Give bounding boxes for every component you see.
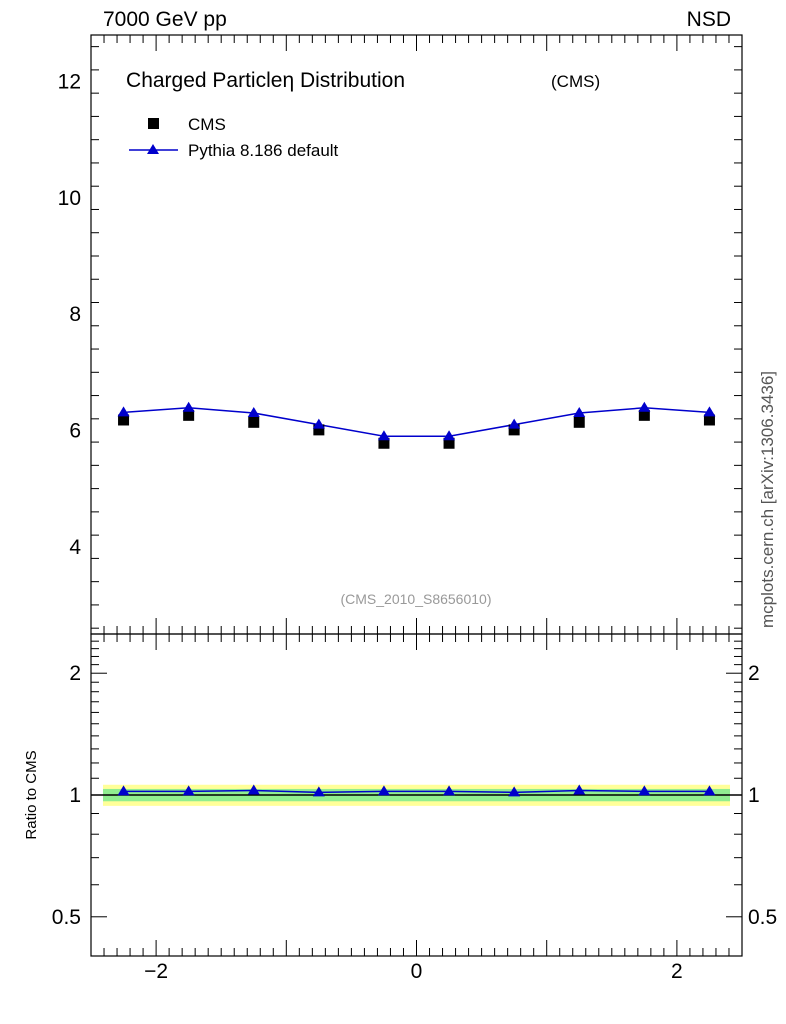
cms-data-point [313, 424, 325, 436]
cms-data-point [508, 424, 520, 436]
pythia-series-line [123, 407, 710, 438]
ratio-series-line [123, 789, 710, 794]
pythia-data-point [182, 401, 195, 412]
x-tick-label: 0 [411, 960, 423, 983]
pythia-data-point [573, 407, 586, 418]
cms-data-point [378, 437, 390, 449]
cms-data-point [118, 414, 130, 426]
cms-data-point [443, 437, 455, 449]
ratio-y-tick-label-right: 2 [748, 662, 760, 685]
ratio-data-point [377, 785, 390, 796]
pythia-data-point [443, 430, 456, 441]
ratio-data-point [247, 784, 260, 795]
y-tick-label: 6 [69, 419, 81, 442]
ratio-y-tick-label: 1 [69, 784, 81, 807]
ratio-data-point [573, 784, 586, 795]
y-tick-label: 8 [69, 303, 81, 326]
ratio-data-point [443, 785, 456, 796]
ratio-y-axis-label: Ratio to CMS [23, 750, 40, 839]
cms-data-point [248, 416, 260, 428]
ratio-y-tick-label-right: 0.5 [748, 906, 777, 929]
cms-data-point [703, 414, 715, 426]
cms-data-point [183, 409, 195, 421]
pythia-data-point [638, 401, 651, 412]
ratio-data-point [117, 785, 130, 796]
pythia-data-point [312, 418, 325, 429]
analysis-tag: (CMS_2010_S8656010) [341, 591, 492, 607]
cms-data-point [573, 416, 585, 428]
ratio-y-tick-label-right: 1 [748, 784, 760, 807]
legend-marker-cms [148, 118, 159, 129]
y-tick-label: 12 [58, 71, 81, 94]
cms-data-point [638, 409, 650, 421]
y-tick-label: 10 [58, 187, 81, 210]
chart-title: Charged Particleη Distribution [126, 69, 405, 92]
pythia-data-point [508, 418, 521, 429]
ratio-y-tick-label: 0.5 [52, 906, 81, 929]
collision-label: 7000 GeV pp [103, 8, 227, 31]
x-tick-label: −2 [144, 960, 168, 983]
legend-marker-pythia [147, 144, 159, 154]
ratio-y-tick-label: 2 [69, 662, 81, 685]
x-tick-label: 2 [671, 960, 683, 983]
pythia-data-point [703, 406, 716, 417]
ratio-data-point [182, 785, 195, 796]
pythia-data-point [377, 430, 390, 441]
chart-title-suffix: (CMS) [551, 72, 600, 91]
ratio-data-point [638, 785, 651, 796]
ratio-data-point [703, 785, 716, 796]
legend-label-cms: CMS [188, 115, 226, 134]
y-tick-label: 4 [69, 536, 81, 559]
pythia-data-point [117, 406, 130, 417]
ratio-data-point [312, 786, 325, 797]
process-label: NSD [686, 8, 731, 31]
legend-label-pythia: Pythia 8.186 default [188, 141, 339, 160]
ratio-data-point [508, 786, 521, 797]
pythia-data-point [247, 407, 260, 418]
